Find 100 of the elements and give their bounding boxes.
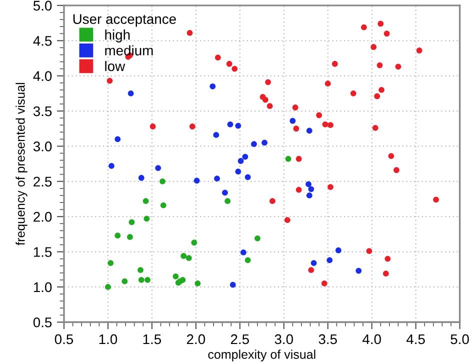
point: [262, 140, 268, 146]
point: [366, 248, 372, 254]
point: [128, 90, 134, 96]
point: [128, 219, 135, 226]
x-tick-label: 1.0: [99, 334, 118, 344]
point: [144, 276, 150, 283]
point: [235, 168, 242, 174]
point: [222, 190, 228, 196]
x-tick-label: 1.5: [143, 334, 162, 344]
y-tick-label: 3.0: [33, 142, 52, 152]
point: [142, 198, 149, 204]
legend-title: User acceptance: [73, 14, 176, 27]
point: [240, 250, 246, 256]
point: [372, 124, 378, 131]
x-tick-label: 0.5: [54, 334, 74, 344]
point: [306, 181, 312, 188]
point: [224, 198, 231, 204]
point: [138, 267, 144, 274]
point: [306, 192, 312, 198]
point: [310, 260, 317, 266]
point: [328, 122, 334, 128]
point: [122, 278, 128, 284]
point: [242, 154, 248, 160]
point: [378, 20, 384, 27]
point: [214, 54, 221, 60]
point: [328, 184, 334, 190]
point: [394, 167, 400, 174]
x-tick-label: 2.5: [230, 334, 249, 344]
point: [194, 280, 201, 286]
point: [296, 156, 302, 162]
point: [332, 60, 338, 67]
point: [370, 44, 377, 50]
point: [376, 62, 383, 68]
point: [285, 156, 292, 162]
point: [232, 66, 238, 72]
point: [360, 24, 367, 30]
point: [316, 112, 322, 118]
point: [384, 256, 391, 262]
y-tick-label: 2.5: [34, 176, 52, 187]
point: [296, 186, 302, 193]
y-axis-title: frequency of presented visual: [16, 82, 28, 246]
point: [191, 240, 198, 246]
point: [395, 64, 402, 70]
point: [350, 90, 356, 96]
x-axis-title: complexity of visual: [208, 350, 316, 362]
point: [322, 121, 328, 128]
y-tick-label: 5.0: [33, 0, 52, 11]
point: [227, 121, 234, 128]
point: [235, 122, 242, 129]
point: [106, 78, 113, 84]
y-tick-label: 0.5: [33, 317, 52, 328]
legend-label: low: [105, 60, 126, 72]
point: [374, 93, 380, 100]
point: [269, 198, 276, 204]
y-tick-label: 2.0: [34, 212, 52, 222]
point: [292, 104, 298, 110]
point: [108, 162, 114, 169]
point: [356, 268, 362, 274]
point: [180, 253, 187, 259]
point: [114, 136, 121, 142]
point: [290, 118, 296, 124]
point: [244, 257, 251, 264]
legend-label: high: [105, 30, 130, 42]
x-tick-label: 3.5: [318, 334, 337, 344]
point: [251, 141, 257, 148]
point: [160, 202, 166, 208]
point: [138, 276, 144, 283]
point: [138, 174, 144, 181]
x-tick-label: 3.0: [274, 334, 293, 344]
point: [306, 128, 312, 134]
y-tick-label: 4.0: [33, 71, 52, 82]
point: [388, 153, 394, 160]
x-tick-label: 2.0: [186, 334, 206, 344]
point: [335, 247, 342, 254]
y-tick-label: 1.0: [34, 282, 52, 292]
point: [127, 234, 133, 240]
point: [293, 126, 300, 132]
point: [230, 282, 236, 288]
point: [416, 48, 422, 54]
point: [433, 196, 439, 203]
point: [265, 79, 271, 86]
point: [160, 178, 166, 184]
point: [326, 257, 333, 264]
point: [226, 60, 232, 67]
point: [108, 260, 114, 266]
point: [186, 30, 193, 36]
point: [210, 83, 216, 90]
point: [262, 96, 268, 103]
y-tick-label: 4.5: [33, 36, 52, 46]
y-tick-label: 1.5: [34, 247, 52, 257]
y-tick-label: 3.5: [33, 106, 52, 116]
legend-label: medium: [105, 45, 153, 56]
x-tick-label: 4.5: [406, 334, 425, 344]
point: [189, 124, 196, 130]
point: [378, 86, 384, 93]
point: [284, 217, 290, 224]
point: [186, 255, 192, 262]
point: [308, 267, 314, 274]
point: [238, 158, 244, 164]
point: [244, 174, 251, 180]
